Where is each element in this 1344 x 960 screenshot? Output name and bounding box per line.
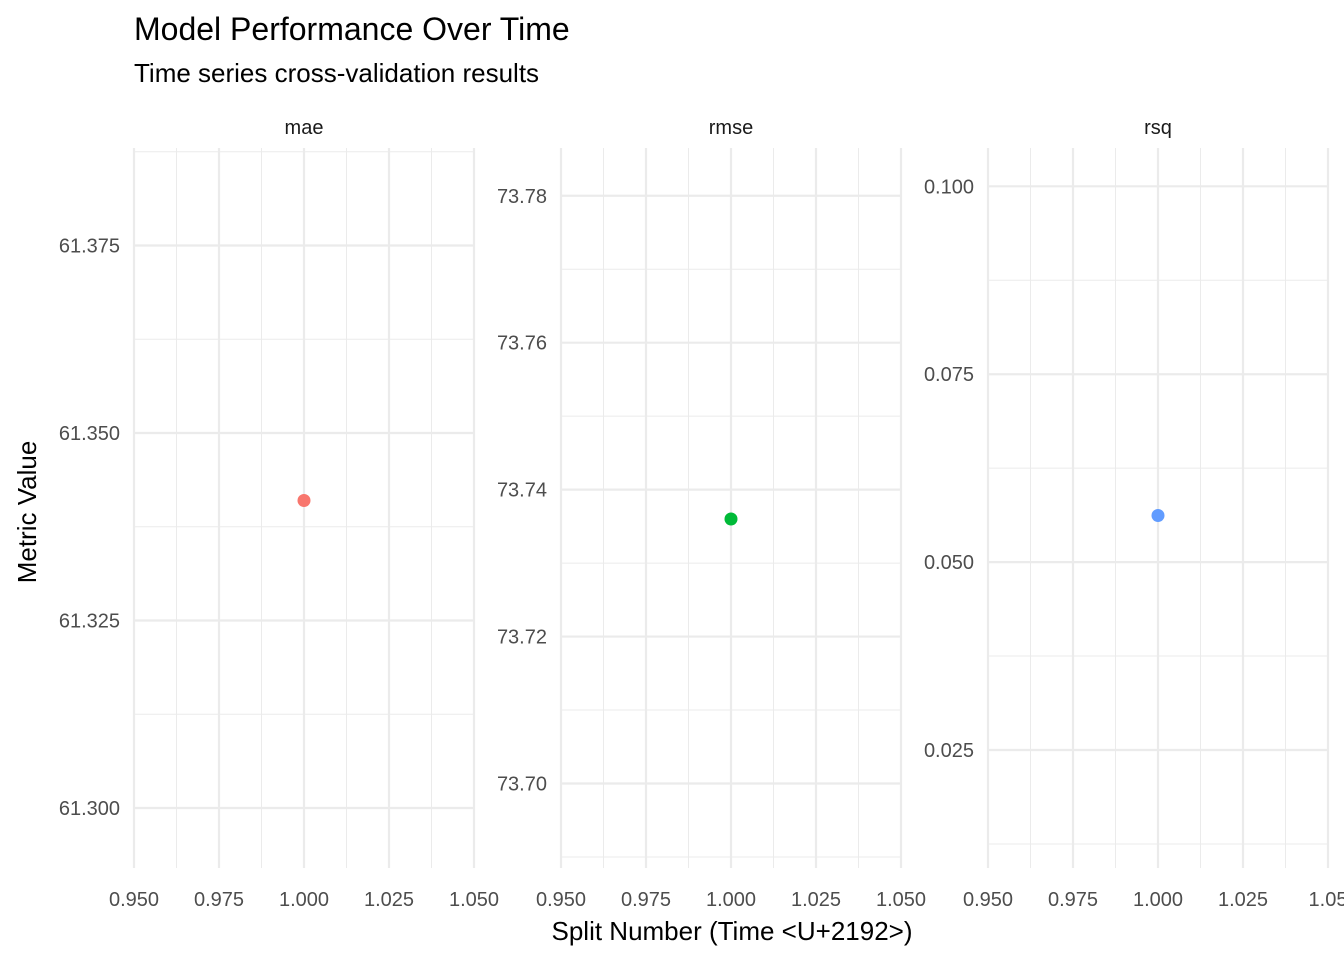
x-tick-label: 1.050 — [876, 889, 926, 911]
x-tick-label: 0.950 — [536, 889, 586, 911]
y-tick-label: 73.74 — [497, 480, 547, 502]
x-axis-title: Split Number (Time <U+2192>) — [551, 916, 912, 946]
data-point-rsq — [1151, 509, 1165, 523]
y-tick-label: 61.325 — [59, 611, 120, 633]
y-tick-label: 73.70 — [497, 774, 547, 796]
panel-mae: mae 0.950 0.975 1.000 1.025 1.050 61.300 61.325… — [59, 117, 499, 911]
y-axis-title: Metric Value — [12, 441, 42, 584]
y-tick-label: 0.050 — [924, 552, 974, 574]
x-tick-label: 1.000 — [1133, 889, 1183, 911]
x-tick-label: 1.05 — [1309, 889, 1344, 911]
data-point-mae — [297, 494, 311, 507]
y-tick-label: 61.300 — [59, 798, 120, 820]
chart-title: Model Performance Over Time — [134, 11, 570, 47]
y-tick-label: 0.025 — [924, 740, 974, 762]
data-point-rmse — [724, 512, 738, 526]
x-tick-label: 1.050 — [449, 889, 499, 911]
panel-rsq: rsq 0.950 0.975 1.000 1.025 1.05 0.025 0.050 0.0… — [924, 117, 1344, 911]
panel-rmse: rmse 0.950 0.975 1.000 1.025 1.050 73.70 73.72 7… — [497, 117, 926, 911]
x-tick-label: 1.025 — [364, 889, 414, 911]
x-tick-label: 0.975 — [194, 889, 244, 911]
chart-subtitle: Time series cross-validation results — [134, 58, 539, 88]
x-tick-label: 1.025 — [1218, 889, 1268, 911]
y-tick-label: 73.76 — [497, 333, 547, 355]
x-tick-label: 0.975 — [1048, 889, 1098, 911]
facet-panels: mae 0.950 0.975 1.000 1.025 1.050 61.300 61.325… — [59, 117, 1344, 911]
x-tick-label: 0.975 — [621, 889, 671, 911]
x-tick-label: 0.950 — [109, 889, 159, 911]
y-tick-label: 73.78 — [497, 186, 547, 208]
y-tick-label: 61.375 — [59, 236, 120, 258]
x-tick-label: 0.950 — [963, 889, 1013, 911]
y-tick-label: 0.075 — [924, 364, 974, 386]
x-tick-label: 1.000 — [706, 889, 756, 911]
facet-label: rsq — [1144, 117, 1172, 139]
facet-label: rmse — [709, 117, 753, 139]
y-tick-label: 61.350 — [59, 423, 120, 445]
x-tick-label: 1.025 — [791, 889, 841, 911]
x-tick-label: 1.000 — [279, 889, 329, 911]
y-tick-label: 73.72 — [497, 627, 547, 649]
facet-label: mae — [285, 117, 324, 139]
y-tick-label: 0.100 — [924, 176, 974, 198]
